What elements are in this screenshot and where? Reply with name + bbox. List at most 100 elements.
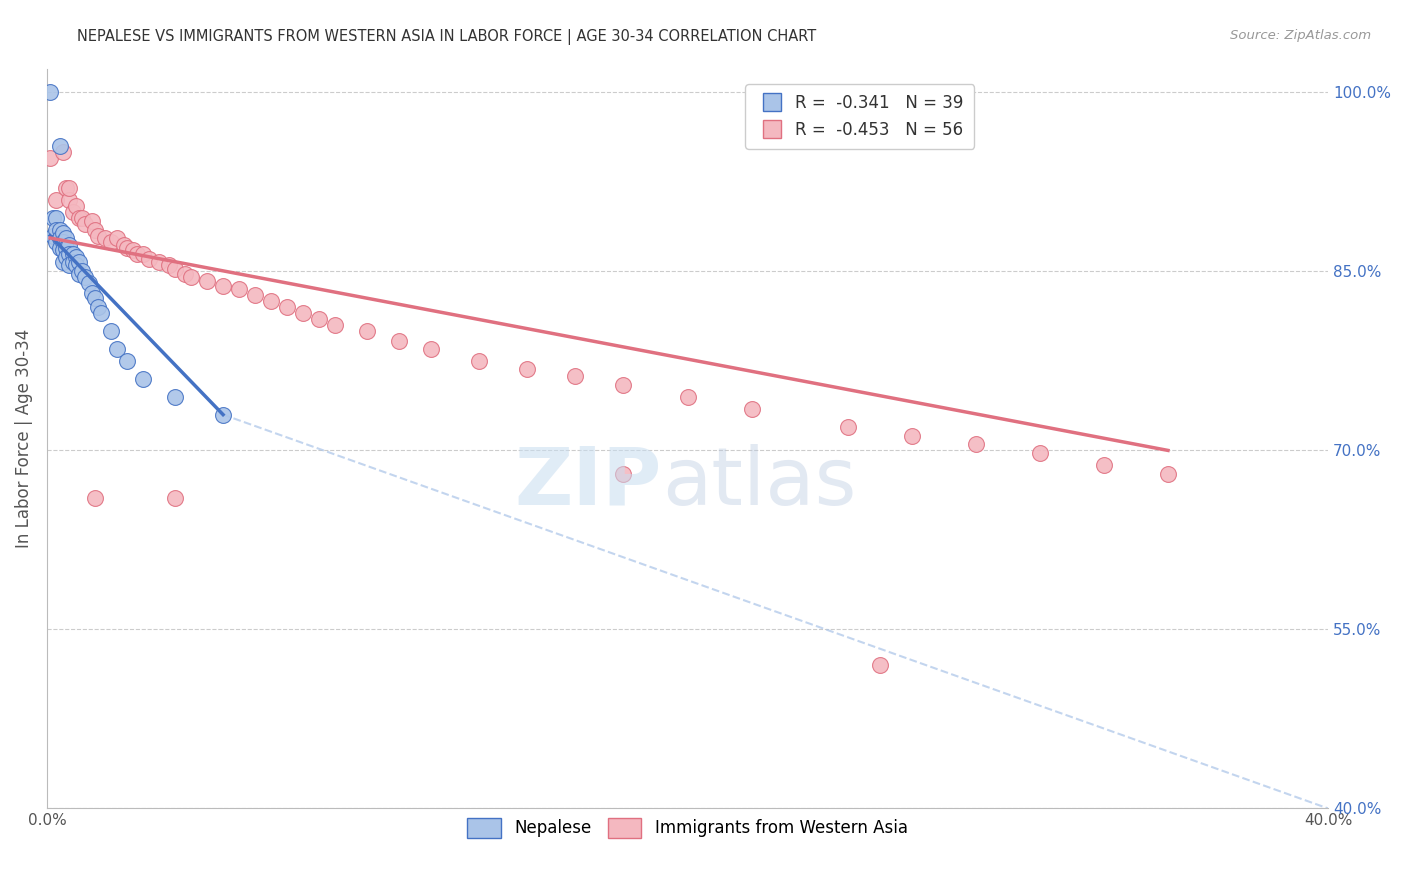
Point [42,228,65,243]
Point [45,193,67,207]
Y-axis label: In Labor Force | Age 30-34: In Labor Force | Age 30-34 [15,329,32,548]
Point [148,255,170,269]
Point [52,145,75,159]
Point [80,214,103,228]
Text: NEPALESE VS IMMIGRANTS FROM WESTERN ASIA IN LABOR FORCE | AGE 30-34 CORRELATION : NEPALESE VS IMMIGRANTS FROM WESTERN ASIA… [77,29,817,45]
Point [388,334,411,348]
Point [869,658,891,673]
Point [212,278,235,293]
Point [45,235,67,249]
Point [52,255,75,269]
Point [58,259,80,273]
Point [292,306,315,320]
Point [105,342,128,356]
Point [564,369,586,384]
Point [1029,446,1052,460]
Point [965,437,987,451]
Point [62,246,84,260]
Point [87,300,110,314]
Point [52,235,75,249]
Point [115,354,138,368]
Point [195,274,218,288]
Point [45,211,67,225]
Point [65,199,87,213]
Point [516,362,538,376]
Point [125,246,148,260]
Point [112,238,135,252]
Point [70,211,93,225]
Point [132,372,155,386]
Text: atlas: atlas [662,444,856,522]
Point [52,226,75,240]
Point [100,235,122,249]
Point [100,324,122,338]
Point [93,231,115,245]
Point [77,277,100,291]
Point [75,217,97,231]
Point [48,139,70,153]
Point [612,467,634,482]
Point [70,264,93,278]
Point [260,294,283,309]
Point [1157,467,1180,482]
Point [741,401,763,416]
Point [837,419,859,434]
Point [84,291,107,305]
Point [39,86,62,100]
Point [138,252,160,267]
Point [163,390,186,404]
Point [163,491,186,505]
Point [58,181,80,195]
Point [80,285,103,300]
Point [228,282,250,296]
Point [132,246,155,260]
Point [55,181,77,195]
Legend: Nepalese, Immigrants from Western Asia: Nepalese, Immigrants from Western Asia [461,811,914,845]
Point [356,324,378,338]
Point [122,243,145,257]
Point [62,204,84,219]
Point [276,300,298,314]
Point [42,211,65,225]
Point [75,270,97,285]
Point [468,354,491,368]
Point [58,246,80,260]
Point [65,250,87,264]
Point [157,259,180,273]
Point [67,211,90,225]
Point [900,429,922,443]
Point [39,151,62,165]
Point [115,241,138,255]
Point [84,491,107,505]
Point [163,262,186,277]
Point [45,222,67,236]
Point [612,377,634,392]
Point [1092,458,1115,472]
Point [48,222,70,236]
Point [87,228,110,243]
Point [308,312,330,326]
Point [180,270,202,285]
Point [52,243,75,257]
Point [67,267,90,281]
Point [55,241,77,255]
Point [212,408,235,422]
Point [676,390,699,404]
Point [48,231,70,245]
Point [105,231,128,245]
Point [84,222,107,236]
Point [420,342,443,356]
Point [48,241,70,255]
Point [62,255,84,269]
Point [173,267,195,281]
Point [65,259,87,273]
Point [58,238,80,252]
Text: ZIP: ZIP [515,444,662,522]
Point [323,318,346,332]
Point [58,193,80,207]
Point [55,231,77,245]
Point [55,250,77,264]
Point [67,255,90,269]
Point [243,288,266,302]
Point [90,306,112,320]
